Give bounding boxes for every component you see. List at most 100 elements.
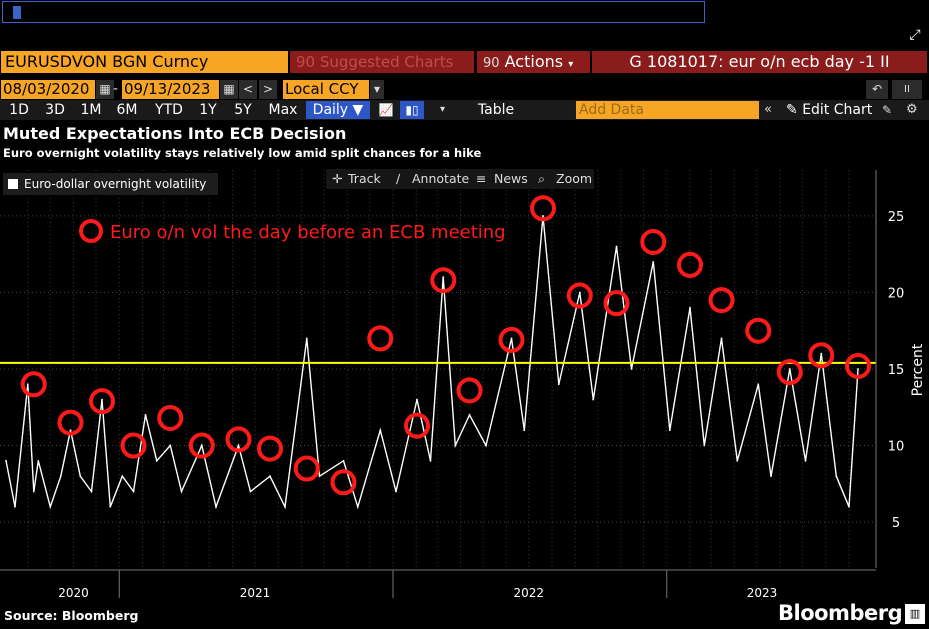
export-icon[interactable]: ⤢ [909,27,921,43]
period-1m[interactable]: 1M [80,102,102,118]
volatility-point [770,475,772,478]
volatility-point [804,459,807,462]
volatility-point [215,505,217,508]
volatility-point [169,444,172,447]
ecb-meeting-marker [404,412,430,439]
x-tick-label: 2020 [58,586,89,600]
calendar-icon[interactable]: ▦ [96,80,114,99]
frequency-label: Daily [312,102,349,118]
ecb-meeting-marker [188,432,215,459]
volatility-point [249,490,252,493]
add-data-input[interactable]: Add Data [576,101,759,119]
period-1y[interactable]: 1Y [199,102,217,118]
news-button[interactable]: News [494,171,528,186]
volatility-line [5,215,859,510]
menu-number-icon: 90 [483,56,500,71]
table-button[interactable]: Table [477,102,515,118]
annotate-icon[interactable]: ∕ [396,171,401,186]
volatility-point [37,459,40,462]
volatility-point [485,444,487,447]
undo-icon[interactable]: ↶ [866,80,888,99]
chart-toolbar: ✛ Track ∕ Annotate ≡ News ⌕ Zoom [326,169,594,189]
candlestick-icon[interactable]: ▮▯ [400,101,424,119]
currency-select[interactable]: Local CCY [283,80,369,99]
redo-icon[interactable]: II [892,80,922,99]
ecb-meeting-marker [708,287,735,314]
legend-swatch [8,179,18,189]
volatility-point [523,429,526,432]
track-button[interactable]: Track [348,171,381,186]
ecb-meeting-marker [566,282,593,309]
date-separator: - [113,81,119,97]
volatility-point [592,398,595,401]
volatility-point [101,398,103,401]
suggested-charts-button[interactable]: 90 Suggested Charts [290,51,474,73]
volatility-point [630,368,633,370]
axes-group: 5 10 15 20 25 2020 2021 2022 2023 [0,170,904,600]
next-period-icon[interactable]: > [259,80,277,99]
legend[interactable]: Euro-dollar overnight volatility [3,173,218,195]
cursor [13,6,21,19]
period-1d[interactable]: 1D [9,102,29,118]
menu-number-icon: 90 [296,53,316,71]
calendar-icon[interactable]: ▦ [220,80,238,99]
tools-icon[interactable]: ✎ [882,103,893,117]
start-date-field[interactable]: 08/03/2020 [1,80,95,99]
ecb-meeting-marker [745,317,772,344]
security-field[interactable]: EURUSDVON BGN Curncy [1,51,288,73]
x-tick-label: 2021 [240,586,271,600]
zoom-icon[interactable]: ⌕ [538,171,546,186]
ecb-meeting-marker [776,359,803,386]
period-5y[interactable]: 5Y [234,102,252,118]
volatility-point [668,429,671,432]
pencil-icon: ✎ [786,102,798,118]
edit-chart-label: Edit Chart [802,102,873,118]
ecb-meeting-marker [498,326,525,353]
annotation-text: Euro o/n vol the day before an ECB meeti… [110,222,506,243]
y-axis-label: Percent [910,343,926,396]
volatility-point [318,475,321,478]
zoom-button[interactable]: Zoom [556,171,593,186]
period-3d[interactable]: 3D [45,102,65,118]
volatility-point [703,444,706,447]
y-tick-label: 5 [892,516,900,531]
news-icon[interactable]: ≡ [476,171,487,186]
end-date-field[interactable]: 09/13/2023 [122,80,219,99]
period-max[interactable]: Max [268,102,298,118]
chevron-down-icon[interactable]: ▾ [440,104,446,115]
command-line[interactable] [2,1,705,23]
volatility-point [788,368,791,370]
line-chart-icon[interactable]: 📈 [378,103,394,117]
volatility-point [542,215,544,217]
volatility-point [442,276,445,279]
series-group [0,215,876,510]
actions-button[interactable]: 90 Actions ▾ [477,51,590,73]
frequency-select[interactable]: Daily ▼ [306,101,370,119]
volatility-point [79,475,82,478]
volatility-point [820,352,823,355]
prev-period-icon[interactable]: < [239,80,257,99]
ecb-meeting-marker [57,409,84,436]
track-icon[interactable]: ✛ [332,171,343,186]
volatility-point [510,337,513,340]
x-tick-label: 2022 [513,586,544,600]
period-6m[interactable]: 6M [116,102,138,118]
y-tick-label: 15 [888,363,905,378]
ecb-meeting-marker [20,371,47,398]
collapse-icon[interactable]: « [764,102,772,117]
volatility-point [155,459,158,462]
ecb-meeting-marker [157,404,184,431]
dropdown-icon: ▾ [568,59,574,70]
ecb-meeting-marker [845,352,871,379]
volatility-point [69,429,72,432]
chevron-down-icon[interactable]: ▾ [370,80,384,99]
annotate-button[interactable]: Annotate [412,171,470,186]
period-ytd[interactable]: YTD [155,102,183,118]
gear-icon[interactable]: ⚙ [906,102,918,117]
volatility-point [736,459,739,462]
ecb-meeting-marker [456,377,483,404]
edit-chart-button[interactable]: ✎ Edit Chart [786,101,876,119]
bloomberg-logo: Bloomberg [778,601,903,625]
ecb-meeting-marker [225,426,252,453]
